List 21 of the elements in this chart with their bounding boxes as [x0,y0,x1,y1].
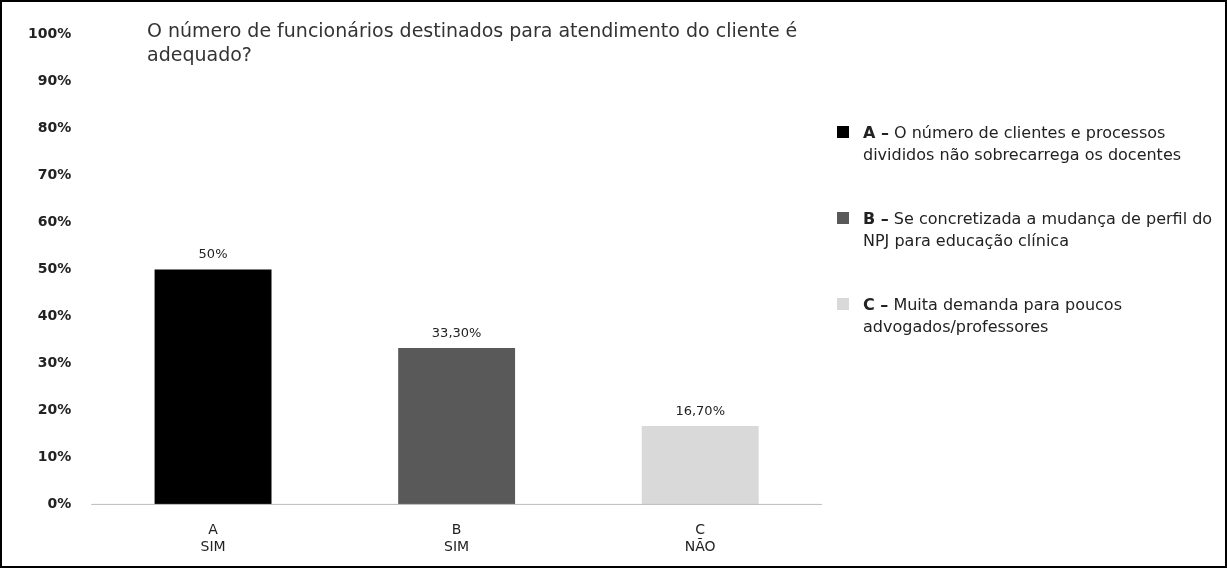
y-tick-label: 60% [37,213,72,230]
x-tick-label: A SIM [200,521,226,555]
chart-title: O número de funcionários destinados para atendimento do cliente é adequado? [147,18,799,66]
y-tick-label: 20% [37,401,72,418]
y-tick-label: 10% [37,448,72,465]
y-tick-label: 0% [47,495,72,512]
y-tick-label: 40% [37,307,72,324]
y-tick-label: 100% [27,25,72,42]
y-tick-label: 30% [37,354,72,371]
x-tick-label: C NÃO [684,521,716,555]
data-label: 50% [198,246,228,262]
y-tick-label: 80% [37,119,72,136]
legend-label: C – Muita demanda para poucos advogados/professores [863,294,1123,338]
y-tick-label: 90% [37,72,72,89]
data-label: 16,70% [675,402,725,418]
data-label: 33,30% [431,324,482,340]
y-tick-label: 50% [37,260,72,277]
y-tick-label: 70% [37,166,72,183]
legend-label: A – O número de clientes e processos divididos não sobrecarrega os docentes [863,122,1183,166]
x-tick-label: B SIM [444,521,470,555]
legend-label: B – Se concretizada a mudança de perfil do NPJ para educação clínica [863,208,1214,252]
